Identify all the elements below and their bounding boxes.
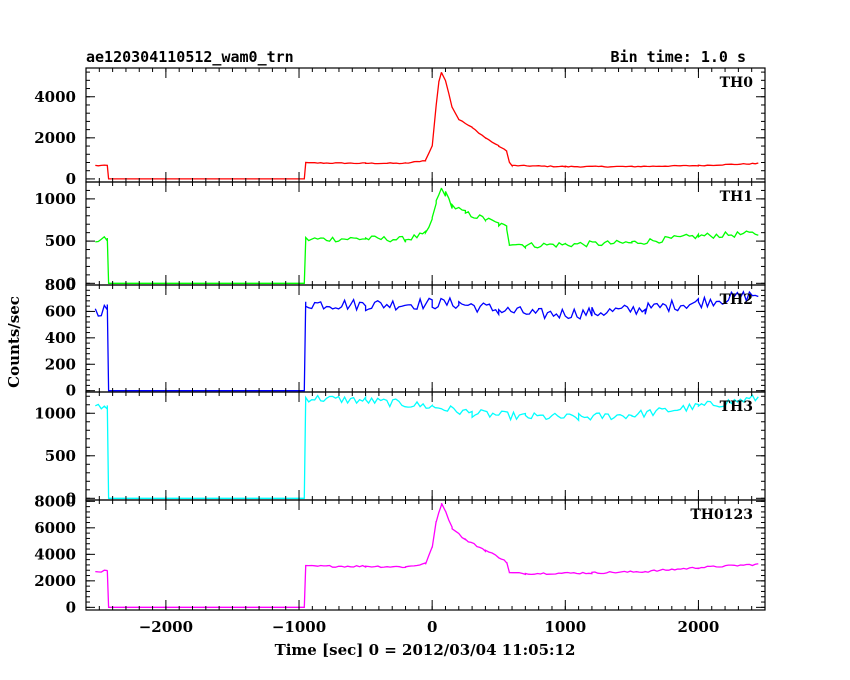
panel-label-th0: TH0 xyxy=(720,75,754,91)
panel-label-th2: TH2 xyxy=(720,292,753,308)
y-tick-label: 200 xyxy=(45,355,76,373)
y-tick-label: 500 xyxy=(45,447,76,465)
panel-label-th0123: TH0123 xyxy=(690,507,753,523)
y-tick-label: 0 xyxy=(66,170,76,188)
panel-th0: 0 2000 4000 TH0 xyxy=(34,67,766,188)
series-line-th0 xyxy=(95,72,759,180)
x-tick-label: −2000 xyxy=(139,618,193,636)
y-tick-label: 0 xyxy=(66,489,76,507)
panel-th1: 0 500 1000 TH1 xyxy=(34,181,766,292)
y-tick-label: 8000 xyxy=(34,492,76,510)
y-tick-label: 6000 xyxy=(34,519,76,537)
panel-label-th3: TH3 xyxy=(720,399,753,415)
y-tick-label: 2000 xyxy=(34,129,76,147)
series-line-th0123 xyxy=(95,502,759,608)
y-tick-label: 500 xyxy=(45,232,76,250)
panel-frame xyxy=(85,499,766,611)
x-axis-label: Time [sec] 0 = 2012/03/04 11:05:12 xyxy=(275,641,576,659)
x-tick-label: 1000 xyxy=(544,618,586,636)
x-tick-label: −1000 xyxy=(272,618,326,636)
y-tick-label: 0 xyxy=(66,382,76,400)
series-line-th2 xyxy=(94,290,759,392)
y-axis-label: Counts/sec xyxy=(5,296,23,388)
y-tick-label: 4000 xyxy=(34,545,76,563)
y-tick-label: 0 xyxy=(66,274,76,292)
chart-title: ae120304110512_wam0_trn xyxy=(86,48,294,66)
panel-th2: 0 200 400 600 800 TH2 xyxy=(45,276,766,400)
x-tick-label: 0 xyxy=(427,618,437,636)
panel-th0123: 0 2000 4000 6000 8000 TH0123 xyxy=(34,492,766,616)
panel-frame xyxy=(85,284,766,393)
y-tick-label: 2000 xyxy=(34,572,76,590)
y-tick-label: 600 xyxy=(45,302,76,320)
y-tick-label: 1000 xyxy=(34,190,76,208)
y-tick-label: 800 xyxy=(45,276,76,294)
y-tick-label: 400 xyxy=(45,329,76,347)
series-line-th1 xyxy=(95,187,759,284)
y-tick-label: 1000 xyxy=(34,404,76,422)
panel-th3: 0 500 1000 TH3 xyxy=(34,391,766,507)
bin-time-label: Bin time: 1.0 s xyxy=(611,48,746,66)
panel-frame xyxy=(85,67,766,183)
y-tick-label: 0 xyxy=(66,598,76,616)
panel-label-th1: TH1 xyxy=(720,189,753,205)
series-line-th3 xyxy=(95,394,759,499)
y-tick-label: 4000 xyxy=(34,88,76,106)
x-tick-label: 2000 xyxy=(678,618,720,636)
